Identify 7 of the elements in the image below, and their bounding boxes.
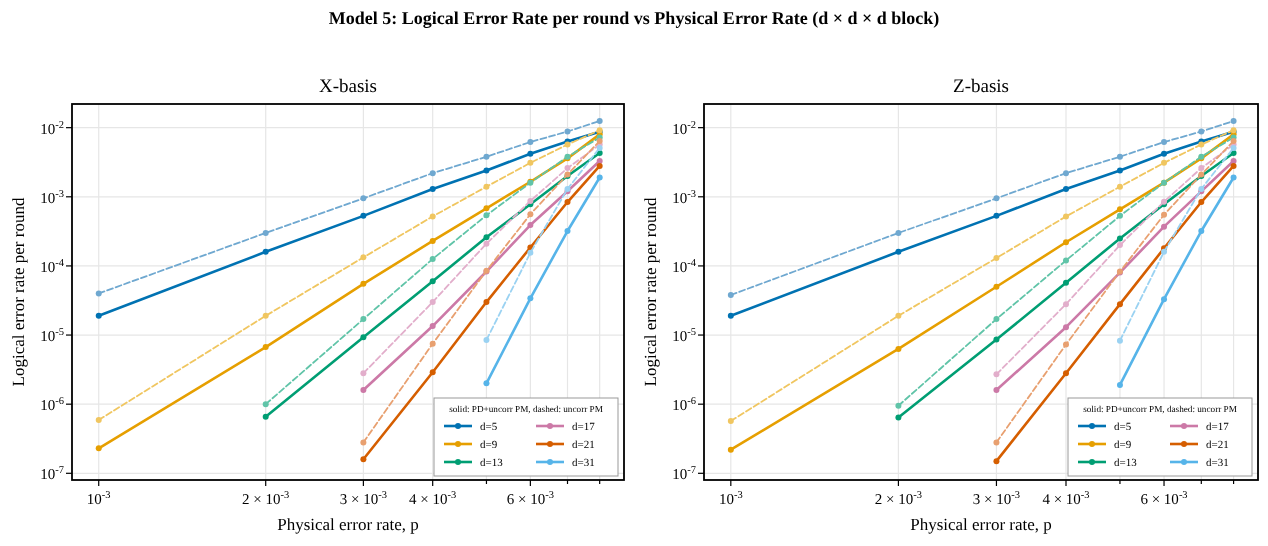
- chart-title: X-basis: [318, 78, 378, 98]
- x-axis-title: Physical error rate, p: [277, 514, 419, 534]
- x-axis-title: Physical error rate, p: [910, 514, 1052, 534]
- chart-title: Z-basis: [953, 78, 1010, 98]
- text: Model 5: Logical Error Rate per round vs Physical Error Rate (d × d × d block): [328, 8, 940, 28]
- y-axis-title: Logical error rate per round: [640, 196, 660, 387]
- y-axis-title: Logical error rate per round: [8, 196, 28, 387]
